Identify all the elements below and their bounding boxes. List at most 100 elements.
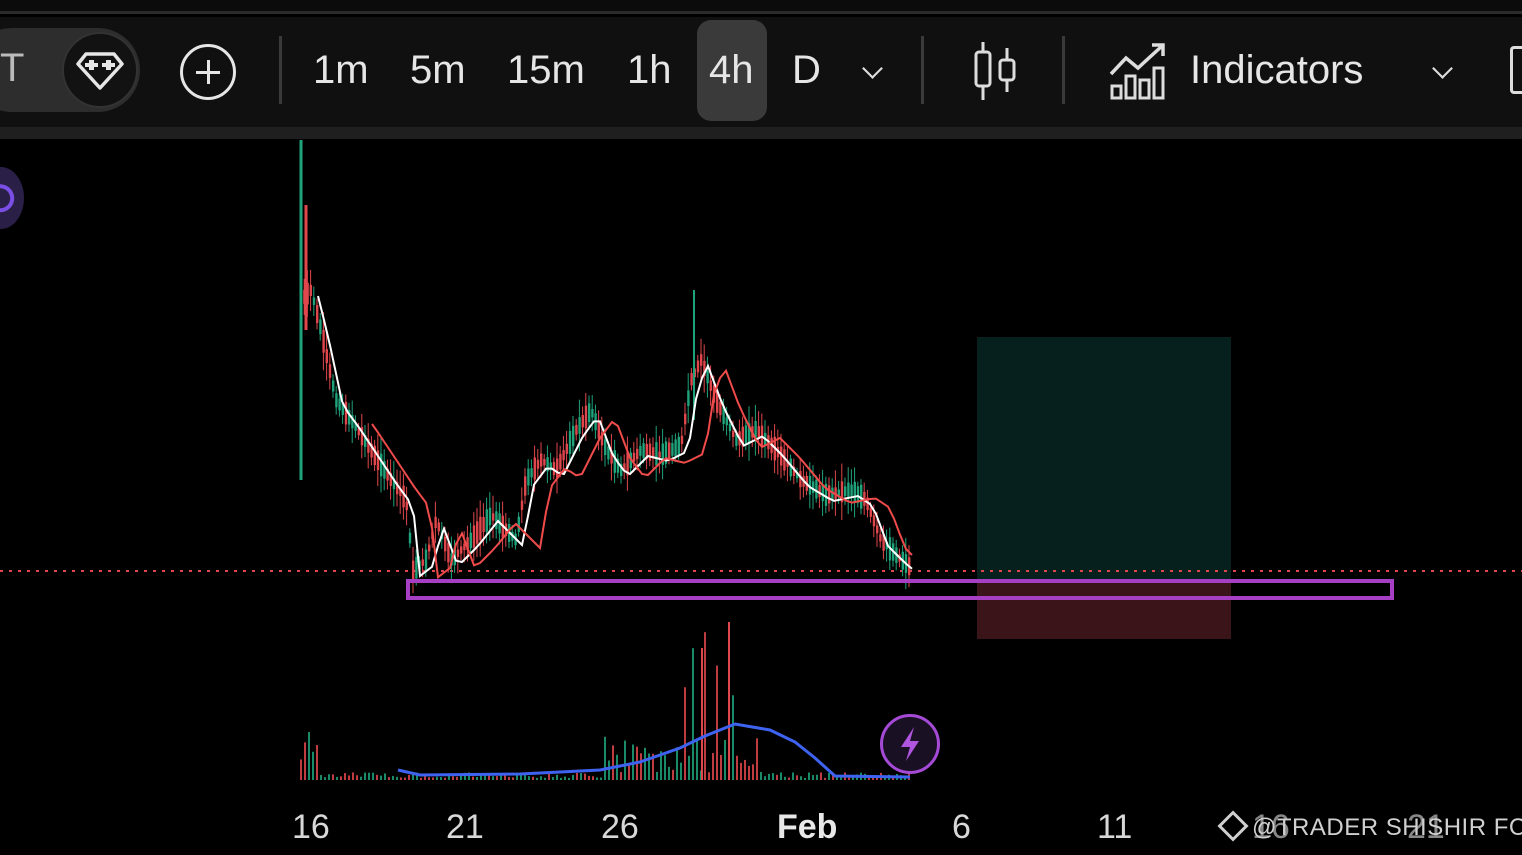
volume-bar xyxy=(660,751,662,780)
candle xyxy=(600,432,604,446)
candle xyxy=(392,478,396,490)
volume-bar xyxy=(568,777,570,780)
status-bar-edge xyxy=(0,0,1522,14)
candle xyxy=(872,515,876,527)
volume-bar xyxy=(436,776,438,780)
candle xyxy=(652,447,655,459)
timeframe-5m[interactable]: 5m xyxy=(410,48,466,92)
volume-bar xyxy=(716,665,718,780)
layout-icon[interactable] xyxy=(1510,46,1522,94)
premium-button[interactable] xyxy=(62,32,138,108)
candle xyxy=(376,450,380,471)
volume-bar xyxy=(848,775,850,780)
volume-bar xyxy=(696,738,698,780)
volume-bar xyxy=(840,776,842,780)
candle xyxy=(719,401,722,416)
candle xyxy=(540,453,543,467)
indicators-button[interactable]: Indicators xyxy=(1190,48,1364,92)
candle xyxy=(834,487,837,499)
volume-bar xyxy=(500,775,502,780)
candle xyxy=(556,458,559,478)
candle xyxy=(591,409,594,418)
volume-bar xyxy=(664,755,666,780)
candle xyxy=(642,443,645,459)
candle xyxy=(847,482,850,499)
volume-bar xyxy=(520,773,522,780)
volume-bar xyxy=(768,773,770,780)
candle xyxy=(610,450,613,464)
timeframe-1h[interactable]: 1h xyxy=(627,48,672,92)
candle xyxy=(584,405,588,429)
x-axis-label: 21 xyxy=(446,808,484,846)
candle xyxy=(604,439,607,456)
candle xyxy=(722,405,725,425)
candle xyxy=(364,435,367,447)
volume-bar xyxy=(640,753,642,780)
candle xyxy=(700,354,703,366)
volume-bar xyxy=(600,777,602,780)
volume-bar xyxy=(572,775,574,780)
candle xyxy=(485,509,488,532)
volume-bar xyxy=(620,772,622,780)
price-chart[interactable] xyxy=(0,140,1522,805)
volume-bar xyxy=(596,777,598,780)
candle xyxy=(524,476,527,496)
timeframe-1m[interactable]: 1m xyxy=(313,48,369,92)
timeframe-d[interactable]: D xyxy=(792,48,821,92)
candle xyxy=(434,516,437,529)
volume-bar xyxy=(652,753,654,780)
volume-bar xyxy=(644,747,646,780)
candle xyxy=(588,403,591,423)
volume-bar xyxy=(788,777,790,780)
volume-bar xyxy=(496,776,498,780)
candle xyxy=(853,481,856,503)
candle xyxy=(597,422,600,439)
add-symbol-button[interactable] xyxy=(180,44,236,100)
candle xyxy=(572,425,575,447)
volume-bar xyxy=(384,773,386,780)
volume-bar xyxy=(796,775,798,780)
candle-type-icon[interactable] xyxy=(970,40,1020,102)
candle xyxy=(808,475,812,495)
candle xyxy=(815,479,818,499)
volume-bar xyxy=(404,777,406,780)
candle xyxy=(789,458,792,477)
volume-bar xyxy=(452,776,454,780)
candle xyxy=(655,442,658,466)
timeframe-4h[interactable]: 4h xyxy=(709,48,754,92)
volume-bar xyxy=(484,773,486,780)
volume-bar xyxy=(684,687,686,780)
volume-bar xyxy=(332,774,334,780)
candle xyxy=(415,556,418,579)
watermark-text: @TRADER SHISHIR FCS xyxy=(1252,814,1522,841)
volume-bar xyxy=(528,776,530,780)
sync-icon[interactable] xyxy=(0,167,24,229)
volume-bar xyxy=(732,695,734,780)
candle xyxy=(424,549,428,571)
indicators-icon[interactable] xyxy=(1108,40,1166,100)
watermark: @TRADER SHISHIR FCS xyxy=(1217,810,1522,842)
candle xyxy=(812,481,815,493)
volume-bar xyxy=(800,776,802,780)
candle xyxy=(463,543,466,551)
toolbar-divider xyxy=(0,127,1522,139)
volume-bar xyxy=(760,772,762,780)
candle xyxy=(370,443,373,458)
volume-bar xyxy=(692,648,694,780)
volume-bar xyxy=(324,777,326,780)
volume-bar xyxy=(476,776,478,780)
profit-zone xyxy=(977,337,1231,579)
quick-trade-button[interactable] xyxy=(880,714,940,774)
candle xyxy=(492,513,495,521)
toolbar-separator xyxy=(921,36,924,104)
volume-bar xyxy=(724,739,726,780)
volume-bar xyxy=(548,772,550,780)
candle xyxy=(488,507,492,526)
volume-bar xyxy=(892,777,894,780)
volume-bar xyxy=(740,762,742,780)
timeframe-15m[interactable]: 15m xyxy=(507,48,585,92)
candle xyxy=(799,470,802,488)
candle xyxy=(856,486,860,503)
volume-bar xyxy=(720,755,722,780)
volume-bar xyxy=(708,772,710,780)
